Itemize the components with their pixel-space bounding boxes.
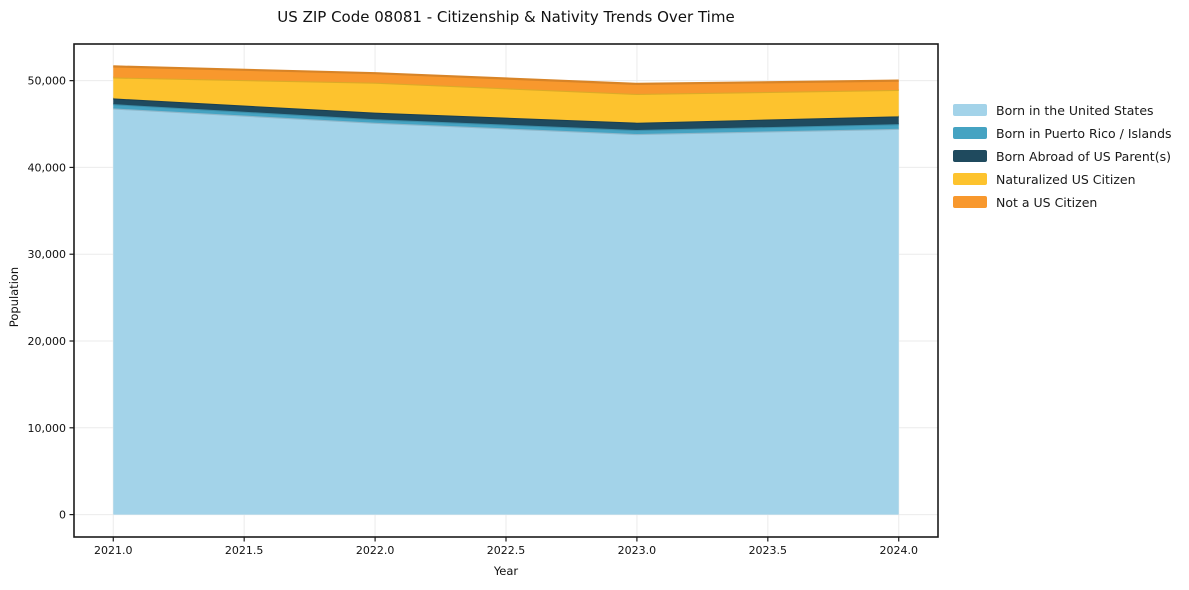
legend-item: Born in Puerto Rico / Islands: [953, 125, 1172, 141]
legend-swatch-born-abroad: [953, 150, 987, 162]
x-tick-label: 2022.0: [356, 544, 395, 557]
legend-label: Naturalized US Citizen: [996, 171, 1136, 187]
legend-item: Naturalized US Citizen: [953, 171, 1172, 187]
x-axis-label: Year: [493, 564, 519, 578]
x-tick-label: 2023.0: [618, 544, 657, 557]
legend-item: Born Abroad of US Parent(s): [953, 148, 1172, 164]
axis-ticks: 2021.0 2021.5 2022.0 2022.5 2023.0 2023.5 2024…: [28, 75, 918, 557]
y-tick-label: 10,000: [28, 422, 67, 435]
y-tick-label: 20,000: [28, 335, 67, 348]
x-tick-label: 2023.5: [749, 544, 788, 557]
legend-swatch-puerto-rico: [953, 127, 987, 139]
area-Born in the United States: [113, 108, 899, 515]
area-Not a US Citizen: [113, 66, 899, 94]
area-edge: [113, 65, 899, 85]
legend-swatch-born-in-us: [953, 104, 987, 116]
area-Naturalized US Citizen: [113, 77, 899, 123]
y-tick-label: 40,000: [28, 161, 67, 174]
stacked-areas: [113, 65, 899, 515]
y-tick-label: 0: [59, 509, 66, 522]
legend-label: Born in Puerto Rico / Islands: [996, 125, 1172, 141]
chart-title: US ZIP Code 08081 - Citizenship & Nativi…: [277, 8, 735, 26]
x-tick-label: 2024.0: [879, 544, 918, 557]
legend-label: Born Abroad of US Parent(s): [996, 148, 1171, 164]
legend-swatch-not-citizen: [953, 196, 987, 208]
y-axis-label: Population: [7, 266, 21, 328]
y-tick-label: 50,000: [28, 75, 67, 88]
legend-label: Born in the United States: [996, 102, 1154, 118]
legend-item: Born in the United States: [953, 102, 1172, 118]
legend-label: Not a US Citizen: [996, 194, 1098, 210]
x-tick-label: 2021.0: [94, 544, 133, 557]
x-tick-label: 2021.5: [225, 544, 264, 557]
area-Born in Puerto Rico / Islands: [113, 104, 899, 135]
y-tick-label: 30,000: [28, 248, 67, 261]
legend-swatch-naturalized: [953, 173, 987, 185]
x-tick-label: 2022.5: [487, 544, 526, 557]
legend: Born in the United States Born in Puerto…: [953, 102, 1172, 219]
legend-item: Not a US Citizen: [953, 194, 1172, 210]
